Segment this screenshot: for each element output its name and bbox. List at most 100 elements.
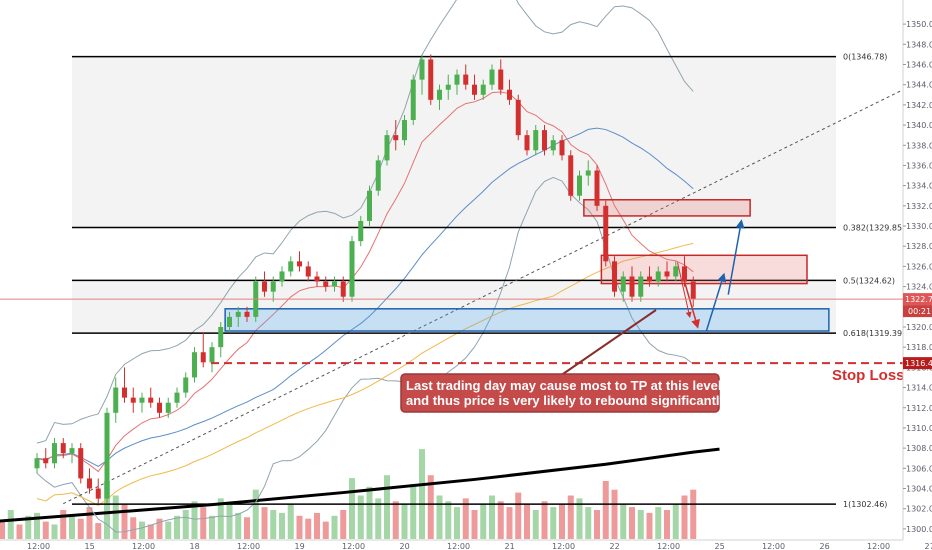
y-tick-label: 1336.00 <box>906 161 932 170</box>
volume-bar <box>436 495 443 539</box>
zones <box>224 199 830 332</box>
volume-bar <box>427 475 434 539</box>
y-tick-label: 1312.00 <box>906 404 932 413</box>
volume-bar <box>419 449 425 539</box>
candle-body <box>498 69 504 90</box>
candle-body <box>87 478 92 489</box>
upper-resistance-zone <box>583 199 751 217</box>
volume-bar <box>646 512 653 539</box>
fib-label: 0.382(1329.85) <box>843 224 905 233</box>
candle-body <box>664 271 670 277</box>
candle-body <box>122 387 127 398</box>
volume-bar <box>506 507 513 539</box>
fib-label: 0(1346.78) <box>843 53 887 62</box>
candle-body <box>384 135 390 161</box>
candle-body <box>192 352 197 378</box>
volume-bar <box>279 512 285 539</box>
volume-bar <box>384 475 390 539</box>
y-tick-label: 1320.00 <box>906 323 932 332</box>
candle-body <box>577 175 582 196</box>
candle-body <box>95 488 101 499</box>
volume-bar <box>349 478 355 539</box>
candle-body <box>139 397 145 403</box>
candle-body <box>472 84 477 95</box>
volume-bar <box>86 507 93 539</box>
candle-body <box>463 74 469 85</box>
x-tick-label: 12:00 <box>237 542 260 550</box>
y-axis-bg <box>903 0 932 550</box>
volume-bar <box>130 517 137 539</box>
volume-bar <box>357 495 364 539</box>
stop-loss-tag <box>903 357 932 370</box>
candle-body <box>524 135 530 151</box>
candle-body <box>244 311 250 317</box>
y-tick-label: 1306.00 <box>906 464 932 473</box>
candle-body <box>612 261 617 292</box>
y-tick-label: 1324.00 <box>906 283 932 292</box>
volume-bar <box>524 504 530 539</box>
volume-bar <box>112 495 119 539</box>
volume-bar <box>25 515 32 539</box>
candle-body <box>218 326 224 348</box>
x-tick-label: 22 <box>610 542 620 550</box>
fib-lines: 0(1346.78) 0.382(1329.85) 0.5(1324.62) 0.61… <box>72 53 905 509</box>
candle-body <box>603 205 609 262</box>
candle-body <box>52 443 57 464</box>
candle-body <box>568 155 574 196</box>
fib-label: 0.5(1324.62) <box>843 276 895 285</box>
y-tick-label: 1344.00 <box>906 81 932 90</box>
volume-bar <box>174 515 180 539</box>
volume-bar <box>191 501 198 539</box>
arrow-down <box>683 281 700 329</box>
volume-bar <box>629 507 635 539</box>
volume-bar <box>480 504 487 539</box>
volume-bar <box>244 517 250 539</box>
volume-bar <box>200 507 207 539</box>
volume-bar <box>515 492 522 539</box>
volume-bar <box>567 495 574 539</box>
candle-body <box>305 266 311 277</box>
candle-body <box>104 412 110 499</box>
candle-body <box>515 99 521 136</box>
candle-body <box>437 89 442 100</box>
candle-body <box>157 402 162 413</box>
volume-bar <box>7 510 14 539</box>
volume-bar <box>217 498 224 539</box>
sma-mid <box>36 127 694 468</box>
x-tick-label: 15 <box>85 542 95 550</box>
candle-body <box>349 241 355 297</box>
candle-body <box>690 281 696 300</box>
x-tick-label: 20 <box>400 542 410 550</box>
candle-body <box>489 69 495 85</box>
y-tick-label: 1342.00 <box>906 101 932 110</box>
y-tick-label: 1326.00 <box>906 262 932 271</box>
x-tick-label: 12:00 <box>447 542 470 550</box>
indicator-lines <box>36 0 694 533</box>
callout-text-line: and thus price is very likely to rebound… <box>406 393 729 408</box>
volume-bar <box>576 498 583 539</box>
y-tick-label: 1308.00 <box>906 444 932 453</box>
volume-bar <box>34 512 40 539</box>
volume-bar <box>690 489 697 539</box>
candle-body <box>542 130 547 151</box>
y-tick-label: 1332.00 <box>906 202 932 211</box>
stop-loss-label: Stop Loss <box>832 367 905 384</box>
candles <box>34 54 696 504</box>
x-tick-label: 12:00 <box>762 542 785 550</box>
y-tick-label: 1318.00 <box>906 343 932 352</box>
y-tick-label: 1314.00 <box>906 384 932 393</box>
volume-bar <box>392 501 399 539</box>
arrow-up-2 <box>727 219 745 295</box>
candle-body <box>559 140 565 156</box>
volume-bar <box>489 495 495 539</box>
candle-body <box>647 276 652 282</box>
candle-body <box>60 443 66 454</box>
volume-bar <box>331 515 338 539</box>
volume-bar <box>541 501 548 539</box>
candle-body <box>620 276 626 292</box>
mid-resistance-zone <box>600 254 808 285</box>
x-tick-label: 19 <box>295 542 305 550</box>
candle-body <box>445 84 451 90</box>
volume-bar <box>681 495 688 539</box>
volume-bars <box>0 449 697 539</box>
